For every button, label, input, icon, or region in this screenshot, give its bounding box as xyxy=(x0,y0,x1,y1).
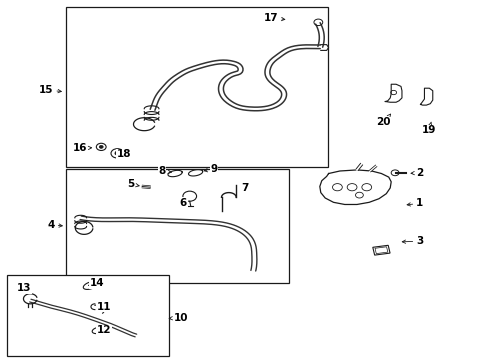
Text: 3: 3 xyxy=(402,236,422,246)
Circle shape xyxy=(115,152,120,155)
Text: 12: 12 xyxy=(97,325,111,335)
Text: 4: 4 xyxy=(47,220,62,230)
Text: 19: 19 xyxy=(421,122,435,135)
Text: 11: 11 xyxy=(97,302,111,312)
Polygon shape xyxy=(319,170,390,204)
Bar xyxy=(7,275,168,356)
Text: 20: 20 xyxy=(376,114,390,127)
Bar xyxy=(66,7,327,167)
Text: 18: 18 xyxy=(115,149,131,159)
Text: 15: 15 xyxy=(39,85,61,95)
Text: 14: 14 xyxy=(88,278,104,288)
Bar xyxy=(372,245,389,255)
Bar xyxy=(374,247,387,253)
Circle shape xyxy=(99,145,103,148)
Text: 5: 5 xyxy=(127,179,139,189)
Polygon shape xyxy=(420,88,432,105)
Text: 9: 9 xyxy=(203,164,217,174)
Text: 13: 13 xyxy=(17,283,32,293)
Text: 17: 17 xyxy=(264,13,284,23)
Text: 1: 1 xyxy=(407,198,422,208)
Bar xyxy=(66,169,288,283)
Text: 16: 16 xyxy=(72,143,91,153)
Polygon shape xyxy=(385,84,401,102)
Text: 6: 6 xyxy=(180,198,186,208)
Text: 2: 2 xyxy=(410,168,422,178)
Text: 7: 7 xyxy=(240,183,248,193)
Text: 10: 10 xyxy=(169,312,188,323)
Text: 8: 8 xyxy=(159,166,171,176)
